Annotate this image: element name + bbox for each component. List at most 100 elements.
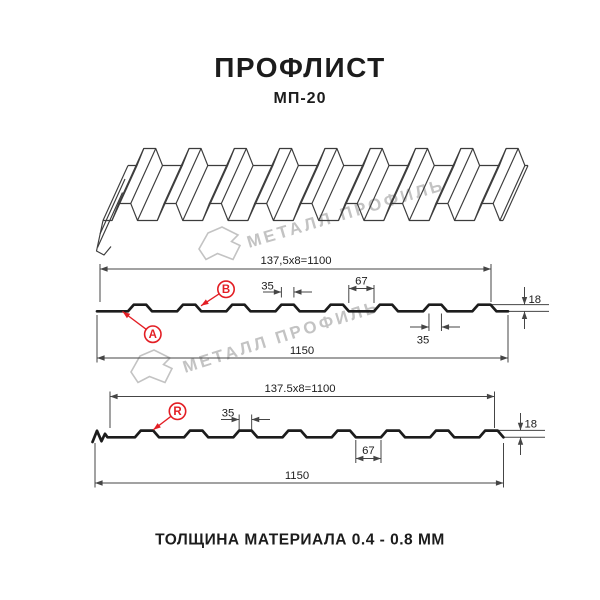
rib-edge-line <box>318 165 345 221</box>
rib-edge-line <box>383 165 410 221</box>
rib-edge-line <box>175 148 202 204</box>
rib-edge-line <box>163 148 190 204</box>
dim-crest-top-35: 35 <box>222 407 235 419</box>
sheet-back-edge <box>128 147 528 167</box>
arrowhead <box>153 423 161 430</box>
rib-edge-line <box>408 165 435 221</box>
dim-module-bottom-section: 137.5x8=1100 <box>264 383 335 395</box>
arrowhead <box>293 289 302 295</box>
rib-edge-line <box>435 148 462 204</box>
rib-edge-line <box>292 165 319 221</box>
rib-edge-line <box>202 165 229 221</box>
rib-edge-line <box>208 148 235 204</box>
arrowhead <box>486 393 495 400</box>
rib-edge-line <box>130 148 157 204</box>
cross-section-side-ab <box>95 303 510 313</box>
rib-edge-line <box>156 165 183 221</box>
label-circle-r <box>168 402 187 421</box>
rib-edge-line <box>363 165 390 221</box>
dimension-lines-layer <box>94 264 549 488</box>
label-r-text: R <box>173 406 182 418</box>
arrowhead <box>421 324 429 330</box>
arrowhead <box>97 355 105 361</box>
cross-section-side-r <box>91 429 505 444</box>
arrowhead <box>273 289 282 295</box>
rib-edge-line <box>102 165 129 221</box>
rib-edge-line <box>356 148 383 204</box>
arrowhead <box>373 455 381 462</box>
page-title: ПРОФЛИСТ <box>214 52 385 83</box>
red-leader-lines-layer <box>122 293 220 431</box>
profile-model-subtitle: МП-20 <box>274 90 327 107</box>
rib-edge-line <box>111 165 138 221</box>
rib-edge-line <box>454 165 481 221</box>
arrowhead <box>517 437 524 445</box>
arrowhead <box>441 324 450 330</box>
dim-height-18: 18 <box>525 418 538 430</box>
label-b-text: B <box>222 284 230 296</box>
arrowhead <box>366 285 374 292</box>
rib-edge-line <box>247 165 274 221</box>
profile-cross-sections-layer <box>91 303 510 444</box>
sheet-3d-perspective-drawing <box>95 147 529 256</box>
rib-edge-line <box>272 165 299 221</box>
dim-crest-spacing-67: 67 <box>362 445 375 457</box>
dim-crest-spacing-67: 67 <box>355 275 368 287</box>
rib-edge-line <box>390 148 417 204</box>
rib-edge-line <box>499 165 526 221</box>
arrowhead <box>483 266 491 272</box>
rib-edge-line <box>220 148 247 204</box>
dim-module-top-section: 137,5x8=1100 <box>260 255 331 267</box>
rib-edge-line <box>492 148 519 204</box>
arrowhead <box>100 266 108 272</box>
rib-edge-line <box>118 148 145 204</box>
cut-edge-line <box>96 192 124 248</box>
dim-crest-bottom-35: 35 <box>417 335 430 347</box>
arrowhead <box>521 297 528 305</box>
sheet-front-edge <box>103 202 503 222</box>
rib-edge-line <box>227 165 254 221</box>
arrowhead <box>201 299 209 306</box>
arrowhead <box>495 480 504 486</box>
arrowhead <box>122 311 131 319</box>
dim-crest-top-35: 35 <box>261 281 274 293</box>
arrowhead <box>95 480 103 486</box>
label-a-text: A <box>149 329 157 341</box>
label-circle-b <box>217 280 236 299</box>
rib-edge-line <box>182 165 209 221</box>
arrowhead <box>517 422 524 431</box>
rib-edge-line <box>447 148 474 204</box>
rib-edge-line <box>502 165 529 221</box>
rib-edge-line <box>337 165 365 221</box>
rib-edge-line <box>428 165 455 221</box>
metall-profil-logo-icon <box>130 349 174 384</box>
arrowhead <box>231 416 240 423</box>
cut-edge-line <box>99 178 126 235</box>
watermark-2: МЕТАЛЛ ПРОФИЛЬ <box>130 297 382 384</box>
rib-edge-line <box>266 148 293 204</box>
material-thickness-note: ТОЛЩИНА МАТЕРИАЛА 0.4 - 0.8 ММ <box>155 532 445 549</box>
arrowhead <box>355 455 364 462</box>
rib-edge-line <box>344 148 371 204</box>
cut-edge-corner <box>95 220 112 256</box>
rib-edge-line <box>473 165 500 221</box>
arrowhead <box>521 311 528 319</box>
arrowhead <box>348 285 357 292</box>
rib-edge-line <box>480 148 507 204</box>
watermark-text: МЕТАЛЛ ПРОФИЛЬ <box>180 297 382 377</box>
rib-edge-line <box>136 165 164 221</box>
metall-profil-logo-icon <box>198 226 242 261</box>
arrowhead <box>251 416 260 423</box>
dim-height-18: 18 <box>529 294 542 306</box>
label-circle-a <box>143 325 162 344</box>
rib-edge-line <box>311 148 338 204</box>
watermark-text: МЕТАЛЛ ПРОФИЛЬ <box>245 175 447 252</box>
rib-edge-line <box>402 148 429 204</box>
rib-edge-line <box>299 148 326 204</box>
dim-overall-width-1150: 1150 <box>290 345 314 357</box>
arrowhead <box>500 355 508 361</box>
dim-overall-width-1150: 1150 <box>285 470 309 482</box>
rib-edge-line <box>254 148 281 204</box>
